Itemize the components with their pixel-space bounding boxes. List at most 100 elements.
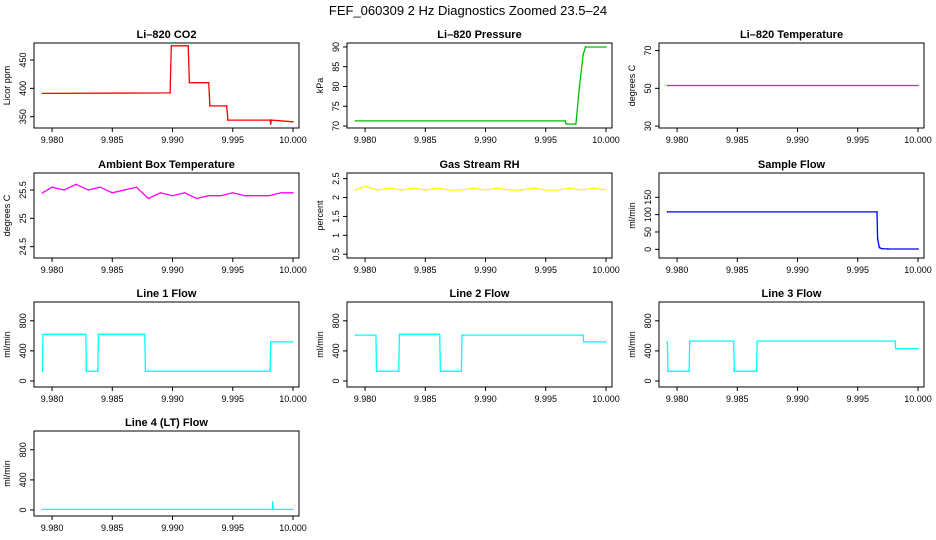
data-point (63, 189, 65, 191)
data-point (666, 211, 669, 213)
x-tick-label: 10.000 (592, 135, 620, 145)
y-tick-label: 0.5 (331, 248, 341, 261)
data-point (41, 508, 44, 511)
y-axis-label: ml/min (627, 331, 637, 358)
y-tick-label: 150 (643, 190, 653, 205)
data-point (564, 120, 566, 122)
data-point (97, 370, 99, 373)
plot-frame (346, 172, 613, 259)
x-tick-label: 9.985 (101, 523, 124, 533)
y-tick-label: 70 (331, 121, 341, 131)
data-point (398, 333, 401, 336)
data-point (123, 189, 126, 191)
x-tick-label: 9.995 (221, 523, 244, 533)
chart-panel-4: Ambient Box Temperature degrees C 24.5 25 25… (2, 159, 307, 275)
data-point (582, 54, 584, 56)
plot-frame (658, 301, 925, 388)
data-point (147, 197, 150, 200)
x-tick-label: 9.980 (666, 135, 689, 145)
y-tick-label: 0 (643, 247, 653, 252)
data-point (292, 120, 294, 123)
y-tick-label: 400 (643, 343, 653, 358)
panel-title: Li–820 CO2 (137, 29, 197, 41)
data-point (207, 81, 210, 84)
data-point (195, 197, 198, 200)
x-tick-label: 9.990 (474, 265, 497, 275)
y-tick-label: 25.5 (18, 181, 28, 199)
panel-title: Line 1 Flow (137, 288, 197, 300)
plot-frame (658, 172, 925, 259)
panel-title: Sample Flow (758, 159, 826, 171)
data-point (388, 187, 390, 189)
chart-panel-3: Li–820 Temperature degrees C 30 50 70 9.980 9.… (627, 29, 932, 145)
chart-panel-1: Li–820 CO2 Licor ppm 350 400 450 9.980 9.985 9.… (2, 29, 307, 145)
data-point (460, 189, 463, 191)
data-point (270, 119, 273, 121)
data-series-line (42, 45, 294, 125)
data-point (183, 192, 186, 194)
data-point (292, 192, 294, 194)
panel-title: Ambient Box Temperature (98, 159, 235, 171)
x-tick-label: 10.000 (279, 523, 307, 533)
panel-title: Li–820 Pressure (437, 29, 521, 41)
data-point (565, 123, 568, 125)
data-point (581, 189, 583, 191)
data-point (593, 187, 595, 189)
data-point (42, 333, 44, 336)
data-point (268, 194, 270, 197)
y-tick-label: 350 (18, 109, 28, 124)
data-point (269, 119, 271, 121)
data-point (569, 187, 571, 189)
x-tick-label: 9.995 (221, 135, 244, 145)
y-axis-label: degrees C (2, 194, 12, 236)
x-tick-label: 9.985 (101, 135, 124, 145)
data-point (461, 334, 463, 336)
x-tick-label: 9.990 (474, 135, 497, 145)
x-tick-label: 9.990 (474, 394, 497, 404)
data-point (41, 370, 44, 373)
data-point (376, 189, 378, 191)
y-tick-label: 1 (331, 233, 341, 238)
data-point (578, 85, 581, 88)
data-point (51, 186, 53, 188)
x-tick-label: 10.000 (279, 394, 307, 404)
x-tick-label: 9.985 (726, 135, 749, 145)
data-point (887, 248, 889, 250)
data-point (894, 340, 896, 342)
x-tick-label: 9.980 (354, 394, 377, 404)
plot-frame (33, 42, 300, 129)
data-point (227, 119, 229, 121)
data-series-line (355, 333, 606, 372)
data-point (876, 211, 878, 213)
data-point (881, 247, 883, 250)
data-point (292, 341, 294, 343)
x-tick-label: 9.980 (354, 265, 377, 275)
data-point (917, 347, 919, 350)
y-tick-label: 50 (643, 227, 653, 237)
x-tick-label: 9.990 (786, 394, 809, 404)
x-tick-label: 10.000 (592, 265, 620, 275)
data-point (666, 84, 669, 87)
data-point (412, 187, 415, 189)
chart-panel-10: Line 4 (LT) Flow ml/min 0 400 800 9.980 9.985 9… (2, 417, 307, 533)
data-point (894, 347, 897, 350)
chart-panel-6: Sample Flow ml/min 0 50 100 150 9.980 9.985 9.99… (627, 159, 932, 275)
y-tick-label: 80 (331, 81, 341, 91)
data-point (269, 370, 271, 373)
y-tick-label: 85 (331, 62, 341, 72)
y-tick-label: 0 (18, 507, 28, 512)
data-point (41, 92, 44, 95)
y-axis-label: ml/min (2, 331, 12, 358)
y-tick-label: 30 (643, 121, 653, 131)
y-tick-label: 0 (643, 378, 653, 383)
y-axis-label: Licor ppm (2, 66, 12, 106)
data-point (584, 46, 587, 48)
x-tick-label: 9.980 (41, 394, 64, 404)
data-point (575, 123, 577, 125)
data-point (272, 508, 275, 511)
x-tick-label: 9.990 (786, 265, 809, 275)
y-axis-label: degrees C (627, 64, 637, 106)
data-point (170, 45, 173, 47)
y-tick-label: 400 (331, 343, 341, 358)
figure-title: FEF_060309 2 Hz Diagnostics Zoomed 23.5–… (329, 3, 607, 18)
